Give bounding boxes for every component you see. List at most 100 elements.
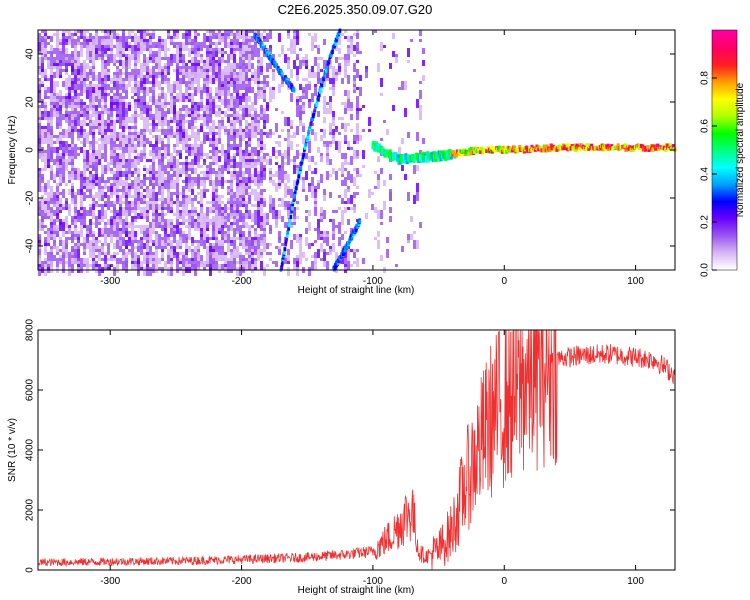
spectrogram-cell [68,180,71,183]
spectrogram-cell [251,147,254,156]
spectrogram-cell [188,219,191,222]
spectrogram-cell [92,135,95,141]
spectrogram-cell [134,231,137,240]
spectrogram-cell [47,123,50,126]
spectrogram-cell [107,48,110,51]
spectrogram-cell [122,159,125,165]
spectrogram-cell [161,240,164,246]
spectrogram-cell [128,249,131,252]
spectrogram-cell [206,45,209,51]
spectrogram-cell [290,93,293,102]
spectrogram-cell [98,144,101,147]
spectrogram-cell [50,105,53,108]
spectrogram-cell [80,129,83,132]
spectrogram-cell [65,120,68,123]
spectrogram-cell [182,54,185,63]
spectrogram-track-point [281,261,284,266]
spectrogram-cell [176,183,179,186]
spectrogram-cell [50,138,53,141]
spectrogram-cell [80,171,83,174]
spectrogram-cell [269,258,272,261]
spectrogram-cell [344,258,347,264]
spectrogram-track-point [513,145,517,150]
spectrogram-cell [179,72,182,75]
spectrogram-cell [335,129,338,132]
spectrogram-cell [116,258,119,264]
spectrogram-cell [215,42,218,45]
spectrogram-cell [173,249,176,252]
spectrogram-cell [140,78,143,81]
spectrogram-cell [65,246,68,249]
spectrogram-cell [296,234,299,237]
spectrogram-cell [272,132,275,135]
spectrogram-cell [263,30,266,33]
spectrogram-cell [299,60,302,69]
spectrogram-cell [269,177,272,180]
spectrogram-cell [227,243,230,246]
spectrogram-cell [146,66,149,69]
spectrogram-cell [332,210,335,213]
spectrogram-cell [353,141,356,144]
spectrogram-cell [59,123,62,126]
spectrogram-cell [107,135,110,138]
spectrogram-cell [170,153,173,162]
spectrogram-cell [230,261,233,264]
spectrogram-cell [104,99,107,102]
spectrogram-cell [239,117,242,120]
spectrogram-cell [296,201,299,204]
spectrogram-cell [134,159,137,168]
spectrogram-cell [131,48,134,54]
spectrogram-track-point [652,144,656,149]
spectrogram-cell [209,162,212,165]
spectrogram-cell [158,159,161,168]
spectrogram-cell [308,186,311,192]
spectrogram-cell [98,222,101,225]
spectrogram-cell [89,180,92,183]
spectrogram-cell [125,90,128,99]
spectrogram-cell [191,201,194,210]
spectrogram-cell [221,210,224,213]
spectrogram-cell [137,216,140,219]
spectrogram-cell [212,228,215,231]
spectrogram-cell [113,30,116,39]
spectrogram-cell [296,111,299,117]
spectrogram-cell [347,54,350,63]
spectrogram-cell [149,228,152,234]
spectrogram-cell [275,141,278,144]
spectrogram-cell [170,135,173,138]
spectrogram-cell [44,39,47,48]
spectrogram-cell [227,117,230,123]
spectrogram-cell [215,105,218,108]
spectrogram-cell [83,45,86,48]
spectrogram-track-point [283,247,287,252]
spectrogram-cell [77,138,80,141]
spectrogram-cell [95,264,98,267]
spectrogram-cell [347,48,350,54]
spectrogram-cell [290,135,293,138]
spectrogram-cell [242,201,245,204]
spectrogram-cell [185,213,188,216]
spectrogram-cell [194,183,197,186]
spectrogram-cell [275,156,278,159]
spectrogram-cell [134,264,137,270]
spectrogram-cell [155,177,158,186]
spectrogram-cell [206,156,209,159]
spectrogram-cell [251,87,254,90]
spectrogram-cell [152,120,155,129]
spectrogram-cell [62,81,65,87]
spectrogram-cell [323,216,326,219]
spectrogram-cell [44,126,47,129]
spectrogram-cell [182,99,185,102]
spectrogram-cell [185,114,188,117]
spectrogram-cell [71,174,74,177]
spectrogram-cell [50,75,53,84]
spectrogram-cell [320,258,323,261]
spectrogram-cell [179,267,182,270]
spectrogram-cell [161,237,164,240]
spectrogram-cell [86,90,89,99]
spectrogram-cell [44,96,47,99]
spectrogram-cell [197,240,200,243]
spectrogram-cell [212,30,215,33]
spectrogram-cell [251,45,254,54]
spectrogram-cell [134,171,137,174]
